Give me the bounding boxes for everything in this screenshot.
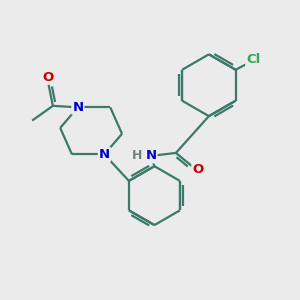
Text: Cl: Cl	[246, 53, 260, 66]
Text: N: N	[99, 148, 110, 161]
Text: H: H	[132, 149, 142, 162]
Text: N: N	[72, 101, 83, 114]
Text: N: N	[145, 149, 156, 162]
Text: O: O	[43, 71, 54, 84]
Text: O: O	[192, 163, 204, 176]
